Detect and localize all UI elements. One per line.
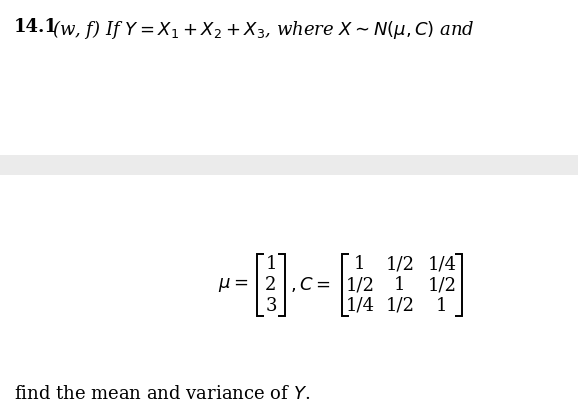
Text: 1: 1 <box>394 276 406 294</box>
Text: 1/4: 1/4 <box>428 255 457 273</box>
Text: 1: 1 <box>354 255 366 273</box>
Text: find the mean and variance of $Y$.: find the mean and variance of $Y$. <box>14 385 310 403</box>
Text: 1/2: 1/2 <box>386 255 414 273</box>
Text: 1: 1 <box>436 297 448 315</box>
Text: 1/4: 1/4 <box>346 297 375 315</box>
Text: 14.1: 14.1 <box>14 18 58 36</box>
Bar <box>0 155 578 175</box>
Text: 1: 1 <box>265 255 277 273</box>
Text: $\mu =$: $\mu =$ <box>218 276 249 294</box>
Text: 2: 2 <box>265 276 277 294</box>
Text: $, C =$: $, C =$ <box>290 276 331 295</box>
Text: (w, f) If $Y = X_1 + X_2 + X_3$, where $X \sim N(\mu, C)$ and: (w, f) If $Y = X_1 + X_2 + X_3$, where $… <box>52 18 475 41</box>
Text: 1/2: 1/2 <box>346 276 375 294</box>
Text: 1/2: 1/2 <box>428 276 457 294</box>
Text: 3: 3 <box>265 297 277 315</box>
Text: 1/2: 1/2 <box>386 297 414 315</box>
